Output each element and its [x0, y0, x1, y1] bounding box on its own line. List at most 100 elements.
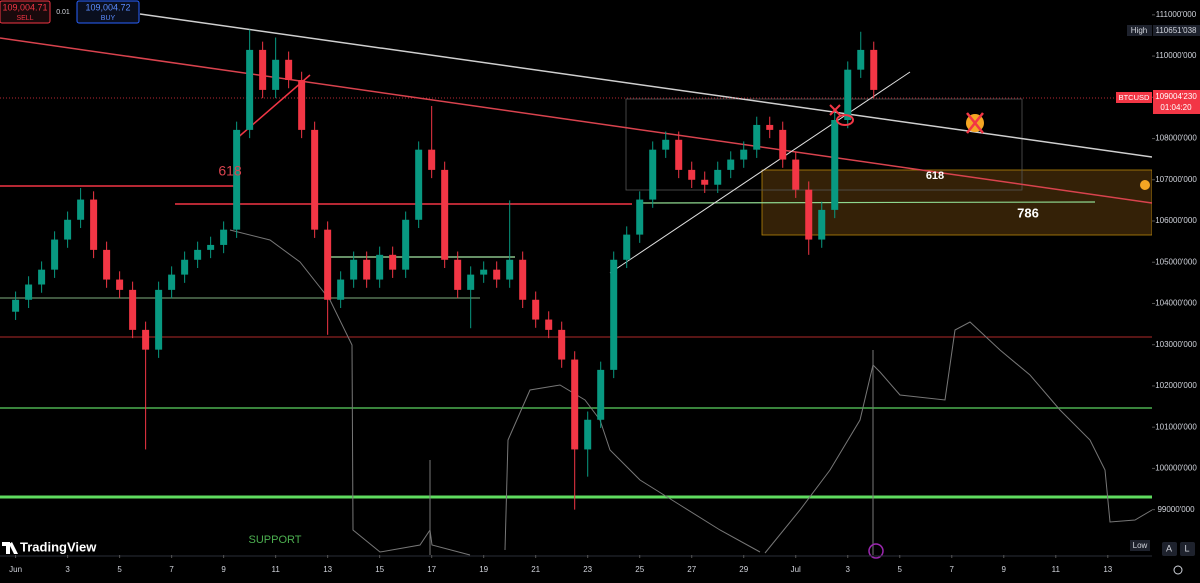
candle-body [792, 159, 800, 190]
x-tick-label: 17 [427, 565, 436, 574]
y-tick-label: 101000'000 [1155, 422, 1197, 431]
indicator-curve [229, 229, 1153, 556]
candle-body [532, 299, 540, 320]
candle-body [558, 329, 566, 360]
y-tick-label: 103000'000 [1155, 340, 1197, 349]
x-tick-label: 13 [1103, 565, 1112, 574]
last-price-tag [1153, 90, 1200, 114]
candle-body [545, 319, 553, 330]
auto-button[interactable] [1162, 542, 1177, 556]
candle-body [688, 169, 696, 180]
candle-body [246, 49, 254, 130]
candle-body [584, 419, 592, 450]
x-tick-label: 27 [687, 565, 696, 574]
candle-body [805, 189, 813, 240]
candle-body [259, 49, 267, 90]
icon [966, 112, 984, 134]
y-tick-label: 105000'000 [1155, 257, 1197, 266]
low-tag [1130, 540, 1150, 551]
x-tick-label: 7 [169, 565, 174, 574]
sell-price: 109,004.71 [2, 2, 47, 12]
annotation: SUPPORT [249, 534, 302, 546]
price-scale [1152, 0, 1200, 583]
annotation: 786 [1017, 205, 1039, 220]
candle-body [818, 209, 826, 240]
trend-line [609, 71, 911, 274]
x-tick-label: 9 [1002, 565, 1007, 574]
candle-body [467, 274, 475, 290]
x-tick-label: 19 [479, 565, 488, 574]
high-tag [1127, 25, 1152, 36]
button-label: A [1166, 543, 1172, 553]
x-tick-label: 15 [375, 565, 384, 574]
trend-line [0, 37, 1153, 204]
logo-text: TradingView [20, 539, 97, 554]
x-tick-label: 29 [739, 565, 748, 574]
x-tick-label: Jun [9, 565, 22, 574]
candle-body [402, 219, 410, 270]
candle-body [12, 299, 20, 312]
candle-body [662, 139, 670, 150]
candle-body [675, 139, 683, 170]
candle-body [480, 269, 488, 275]
x-tick-label: 11 [271, 565, 280, 574]
candle-body [142, 329, 150, 350]
candle-body [77, 199, 85, 220]
candle-body [701, 179, 709, 185]
high-label: High [1131, 26, 1147, 35]
candle-body [38, 269, 46, 285]
y-tick-label: 108000'000 [1155, 134, 1197, 143]
candle-body [181, 259, 189, 275]
annotation: 618 [926, 170, 944, 182]
x-tick-label: 3 [846, 565, 851, 574]
candle-body [428, 149, 436, 170]
buy-label: BUY [101, 15, 116, 22]
annotation: 618 [218, 163, 242, 179]
candle-body [389, 254, 397, 270]
candle-body [220, 229, 228, 245]
buy-button[interactable] [76, 0, 140, 24]
candle-body [779, 129, 787, 160]
buy-price: 109,004.72 [85, 2, 130, 12]
y-tick-label: 110000'000 [1156, 51, 1198, 60]
y-tick-label: 99000'000 [1157, 505, 1195, 514]
button-label: L [1184, 543, 1189, 553]
axes: 99000'000 100000'000 101000'000 102000'000 1… [9, 10, 1197, 574]
x-tick-label: 21 [531, 565, 540, 574]
candle-body [233, 129, 241, 230]
x-tick-label: 25 [635, 565, 644, 574]
candle-body [441, 169, 449, 260]
x-tick-label: 3 [65, 565, 70, 574]
candle-body [116, 279, 124, 290]
x-tick-label: 5 [117, 565, 122, 574]
icon [829, 104, 841, 116]
y-tick-label: 107000'000 [1155, 175, 1197, 184]
candle-body [103, 249, 111, 280]
settings-button[interactable] [1173, 565, 1183, 575]
candle-body [194, 249, 202, 260]
x-tick-label: 9 [221, 565, 226, 574]
candle-body [350, 259, 358, 280]
high-price: 110651'038 [1156, 26, 1198, 35]
last-price: 109004'230 [1155, 92, 1197, 101]
quantity: 0.01 [56, 9, 70, 16]
candle-body [311, 129, 319, 230]
y-tick-label: 104000'000 [1155, 299, 1197, 308]
sell-button[interactable] [0, 0, 51, 24]
level-line [639, 201, 1096, 204]
candle-body [571, 359, 579, 450]
log-button[interactable] [1180, 542, 1195, 556]
y-tick-label: 100000'000 [1155, 464, 1197, 473]
candle-body [129, 289, 137, 330]
candle-body [623, 234, 631, 260]
symbol-tag [1116, 92, 1152, 103]
candle-body [51, 239, 59, 270]
candle-body [493, 269, 501, 280]
candles [12, 29, 878, 510]
candle-body [714, 169, 722, 185]
candle-body [649, 149, 657, 200]
candle-body [870, 49, 878, 90]
sell-label: SELL [16, 15, 33, 22]
candle-body [207, 244, 215, 250]
